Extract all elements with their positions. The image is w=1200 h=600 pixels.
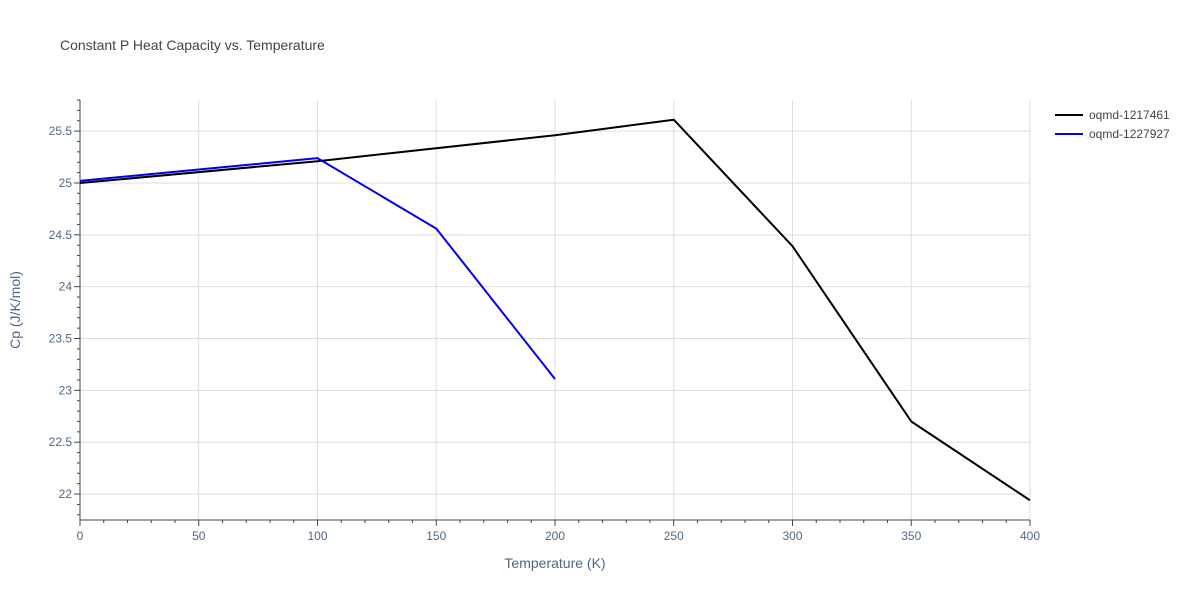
legend-label: oqmd-1217461 (1089, 108, 1170, 122)
plot-area (79, 118, 1031, 502)
x-tick-label: 100 (307, 529, 327, 543)
series-line-oqmd-1227927 (79, 157, 556, 380)
y-tick-label: 23 (59, 383, 73, 397)
legend: oqmd-1217461 oqmd-1227927 (1055, 108, 1170, 141)
x-axis-title: Temperature (K) (504, 555, 605, 571)
y-tick-label: 22 (59, 487, 73, 501)
y-axis-title: Cp (J/K/mol) (7, 271, 23, 349)
x-tick-label: 200 (545, 529, 565, 543)
y-tick-label: 24.5 (49, 228, 73, 242)
x-tick-label: 0 (77, 529, 84, 543)
chart-title: Constant P Heat Capacity vs. Temperature (60, 37, 325, 53)
x-tick-label: 150 (426, 529, 446, 543)
y-tick-label: 23.5 (49, 332, 73, 346)
legend-label: oqmd-1227927 (1089, 127, 1170, 141)
grid (80, 100, 1031, 520)
x-tick-label: 300 (782, 529, 802, 543)
series-line-oqmd-1217461 (79, 118, 1031, 502)
y-tick-label: 24 (59, 280, 73, 294)
x-tick-label: 250 (664, 529, 684, 543)
x-tick-label: 50 (192, 529, 206, 543)
y-tick-label: 25.5 (49, 124, 73, 138)
axes: 0 50 100 150 200 250 300 350 400 22 22.5 23 23.5 24 24… (49, 99, 1040, 543)
y-tick-label: 25 (59, 176, 73, 190)
x-tick-label: 400 (1020, 529, 1040, 543)
y-tick-label: 22.5 (49, 435, 73, 449)
x-tick-label: 350 (901, 529, 921, 543)
